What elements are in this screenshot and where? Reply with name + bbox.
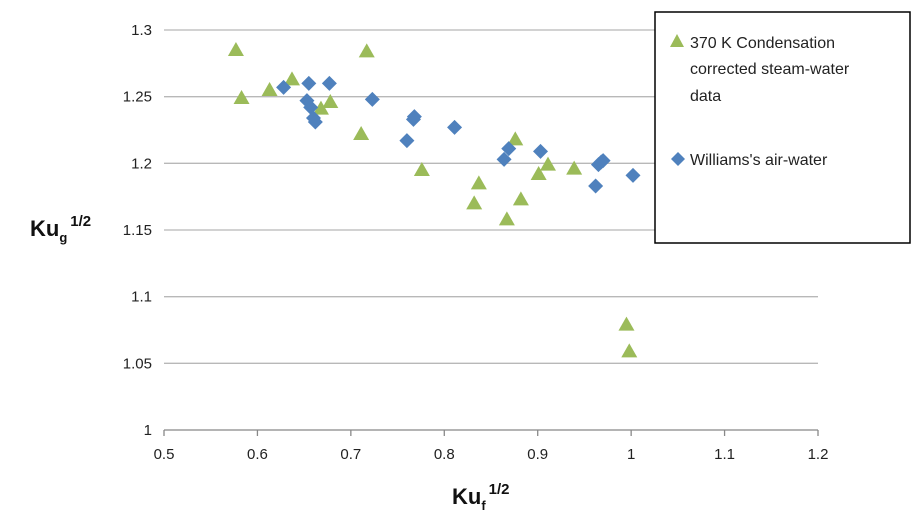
- steam-water-point: [358, 43, 375, 58]
- air-water-point: [501, 141, 517, 157]
- steam-water-point: [530, 166, 547, 180]
- steam-water-point: [466, 195, 483, 210]
- legend-label-series-1-line-1: 370 K Condensation: [690, 35, 835, 52]
- steam-water-point: [283, 71, 300, 86]
- data-points: [227, 42, 641, 358]
- legend-label-series-1-line-3: data: [690, 88, 721, 105]
- air-water-point: [447, 119, 463, 135]
- steam-water-point: [507, 131, 524, 146]
- steam-water-point: [353, 126, 370, 140]
- steam-water-point: [413, 162, 430, 176]
- steam-water-point: [312, 100, 329, 115]
- x-tick-label: 0.5: [154, 446, 175, 463]
- x-tick-label: 0.9: [527, 446, 548, 463]
- y-tick-label: 1.3: [131, 22, 152, 39]
- steam-water-point: [322, 94, 339, 108]
- air-water-point: [321, 75, 337, 91]
- legend: 370 K Condensation corrected steam-water…: [654, 11, 911, 244]
- gridlines: [163, 29, 819, 436]
- air-water-point: [496, 151, 512, 167]
- steam-water-point: [227, 42, 244, 56]
- steam-water-point: [566, 160, 583, 175]
- legend-box: [654, 11, 911, 244]
- legend-triangle-marker: [670, 34, 684, 47]
- x-tick-label: 1.1: [714, 446, 735, 463]
- steam-water-point: [621, 343, 638, 358]
- y-tick-label: 1.1: [131, 289, 152, 306]
- air-water-point: [364, 91, 380, 107]
- air-water-point: [533, 143, 549, 159]
- legend-diamond-marker: [671, 152, 685, 166]
- x-tick-label: 0.8: [434, 446, 455, 463]
- legend-label-series-2: Williams's air-water: [690, 152, 828, 169]
- steam-water-point: [618, 316, 635, 331]
- x-axis-title: Kuf1/2: [452, 481, 510, 513]
- y-tick-label: 1.05: [123, 355, 152, 372]
- x-tick-labels: 0.5 0.6 0.7 0.8 0.9 1 1.1 1.2: [154, 446, 829, 463]
- air-water-point: [625, 167, 641, 183]
- air-water-point: [307, 114, 323, 130]
- steam-water-point: [233, 90, 250, 104]
- air-water-point: [303, 99, 319, 115]
- steam-water-point: [261, 82, 278, 96]
- steam-water-point: [498, 211, 515, 226]
- steam-water-point: [470, 175, 487, 190]
- air-water-point: [588, 178, 604, 194]
- steam-water-point: [539, 156, 556, 171]
- steam-water-point: [512, 191, 529, 206]
- air-water-point: [595, 153, 611, 169]
- legend-label-series-1-line-2: corrected steam-water: [690, 61, 850, 78]
- air-water-point: [399, 133, 415, 149]
- x-tick-label: 1.2: [808, 446, 829, 463]
- y-axis-title: Kug1/2: [30, 213, 91, 245]
- legend-entry-series-2: Williams's air-water: [671, 152, 828, 169]
- legend-entry-series-1: 370 K Condensation corrected steam-water…: [670, 34, 850, 105]
- y-tick-labels: 1 1.05 1.1 1.15 1.2 1.25 1.3: [123, 22, 152, 439]
- y-tick-label: 1: [144, 422, 152, 439]
- air-water-point: [301, 75, 317, 91]
- air-water-point: [276, 79, 292, 95]
- x-tick-label: 1: [627, 446, 635, 463]
- x-tick-label: 0.6: [247, 446, 268, 463]
- y-tick-label: 1.15: [123, 222, 152, 239]
- x-tick-label: 0.7: [340, 446, 361, 463]
- y-tick-label: 1.25: [123, 89, 152, 106]
- air-water-point: [406, 109, 422, 125]
- y-tick-label: 1.2: [131, 155, 152, 172]
